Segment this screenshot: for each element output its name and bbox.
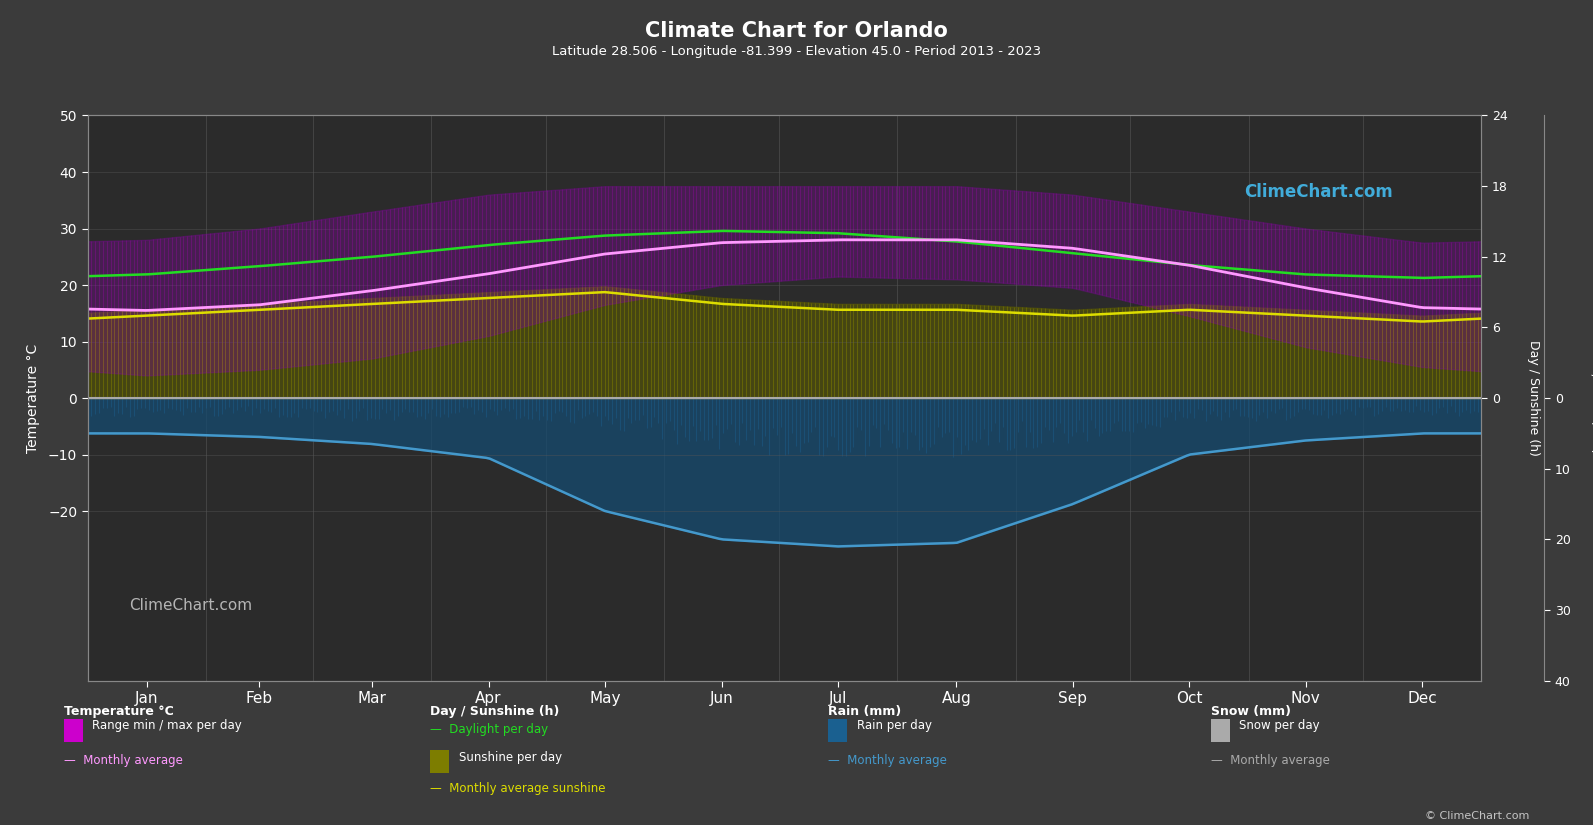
Text: Climate Chart for Orlando: Climate Chart for Orlando bbox=[645, 21, 948, 40]
Text: Day / Sunshine (h): Day / Sunshine (h) bbox=[430, 705, 559, 719]
Text: —  Monthly average: — Monthly average bbox=[64, 754, 183, 767]
Text: © ClimeChart.com: © ClimeChart.com bbox=[1424, 811, 1529, 821]
Text: Rain per day: Rain per day bbox=[857, 719, 932, 733]
Text: Snow per day: Snow per day bbox=[1239, 719, 1321, 733]
Y-axis label: Day / Sunshine (h): Day / Sunshine (h) bbox=[1528, 340, 1540, 456]
Y-axis label: Temperature °C: Temperature °C bbox=[25, 343, 40, 453]
Text: Rain (mm): Rain (mm) bbox=[828, 705, 902, 719]
Text: —  Monthly average: — Monthly average bbox=[1211, 754, 1330, 767]
Y-axis label: Rain / Snow (mm): Rain / Snow (mm) bbox=[1590, 342, 1593, 454]
Text: Range min / max per day: Range min / max per day bbox=[92, 719, 242, 733]
Text: ClimeChart.com: ClimeChart.com bbox=[129, 598, 253, 613]
Text: —  Daylight per day: — Daylight per day bbox=[430, 723, 548, 736]
Text: Latitude 28.506 - Longitude -81.399 - Elevation 45.0 - Period 2013 - 2023: Latitude 28.506 - Longitude -81.399 - El… bbox=[551, 45, 1042, 59]
Text: ClimeChart.com: ClimeChart.com bbox=[1244, 183, 1394, 201]
Text: Sunshine per day: Sunshine per day bbox=[459, 751, 562, 764]
Text: Snow (mm): Snow (mm) bbox=[1211, 705, 1290, 719]
Text: Temperature °C: Temperature °C bbox=[64, 705, 174, 719]
Text: —  Monthly average: — Monthly average bbox=[828, 754, 948, 767]
Text: —  Monthly average sunshine: — Monthly average sunshine bbox=[430, 781, 605, 794]
